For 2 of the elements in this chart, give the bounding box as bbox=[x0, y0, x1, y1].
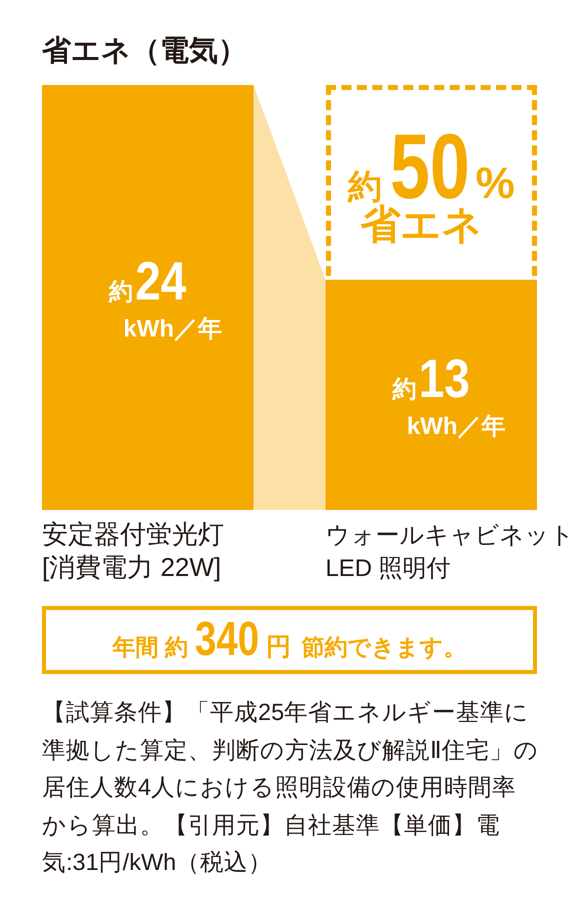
title: 省エネ（電気） bbox=[42, 35, 247, 67]
annotation: 【試算条件】「平成25年省エネルギー基準に準拠した算定、判断の方法及び解説Ⅱ住宅」の居住人数4人における照明設備の使用時間率から算出。【引用元】自社基準【単価】電気:31円/kWh（税込） bbox=[42, 698, 539, 878]
